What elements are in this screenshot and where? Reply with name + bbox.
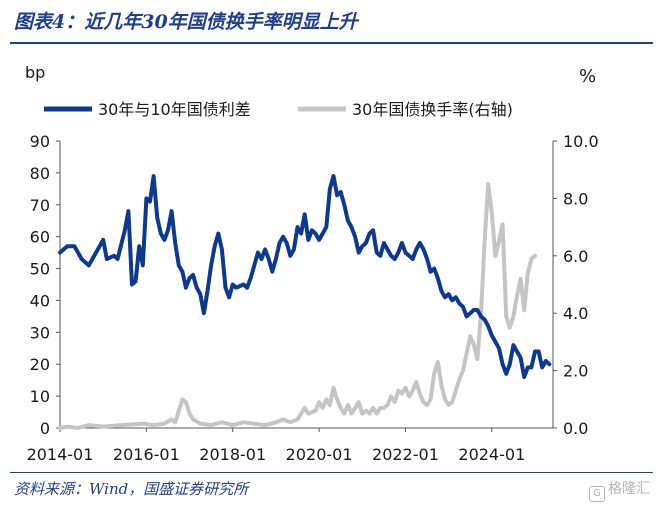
legend: 30年与10年国债利差 30年国债换手率(右轴): [44, 100, 513, 119]
left-tick-label: 90: [30, 132, 50, 151]
right-axis-ticks: 0.0 2.0 4.0 6.0 8.0 10.0: [553, 132, 599, 438]
watermark: G 格隆汇: [589, 478, 650, 502]
legend-label-turnover: 30年国债换手率(右轴): [352, 100, 513, 119]
line-chart: 30年与10年国债利差 30年国债换手率(右轴) bp % 0 10 20 30 40 5…: [25, 63, 599, 464]
left-tick-label: 20: [30, 355, 50, 374]
series-line-spread: [58, 174, 552, 379]
series-lines: [58, 174, 552, 430]
plot-frame: [59, 141, 554, 429]
right-tick-label: 4.0: [563, 304, 588, 323]
left-tick-label: 30: [30, 323, 50, 342]
left-tick-label: 40: [30, 291, 50, 310]
source-note: 资料来源：Wind，国盛证券研究所: [14, 480, 249, 498]
x-axis-ticks: 2014-01 2016-01 2018-01 2020-01 2022-01 2024-…: [27, 428, 525, 464]
watermark-text: 格隆汇: [608, 481, 650, 497]
left-tick-label: 60: [30, 228, 50, 247]
right-tick-label: 10.0: [563, 132, 599, 151]
right-tick-label: 2.0: [563, 362, 588, 381]
x-tick-label: 2014-01: [27, 445, 94, 464]
x-tick-label: 2018-01: [199, 445, 266, 464]
left-tick-label: 10: [30, 387, 50, 406]
gelonghui-logo-icon: G: [589, 486, 605, 502]
left-tick-label: 80: [30, 164, 50, 183]
footer-divider: [10, 472, 653, 473]
left-tick-label: 70: [30, 196, 50, 215]
right-tick-label: 0.0: [563, 419, 588, 438]
x-tick-label: 2024-01: [458, 445, 525, 464]
right-tick-label: 6.0: [563, 247, 588, 266]
header-divider: [10, 42, 653, 44]
left-axis-ticks: 0 10 20 30 40 50 60 70 80 90: [30, 132, 60, 438]
x-tick-label: 2020-01: [286, 445, 353, 464]
x-tick-label: 2016-01: [113, 445, 180, 464]
right-axis-unit: %: [579, 66, 596, 87]
legend-label-spread: 30年与10年国债利差: [98, 100, 251, 119]
page-title: 图表4：近几年30年国债换手率明显上升: [14, 11, 358, 33]
x-tick-label: 2022-01: [372, 445, 439, 464]
left-tick-label: 50: [30, 260, 50, 279]
left-tick-label: 0: [40, 419, 50, 438]
right-tick-label: 8.0: [563, 189, 588, 208]
left-axis-unit: bp: [25, 63, 45, 82]
